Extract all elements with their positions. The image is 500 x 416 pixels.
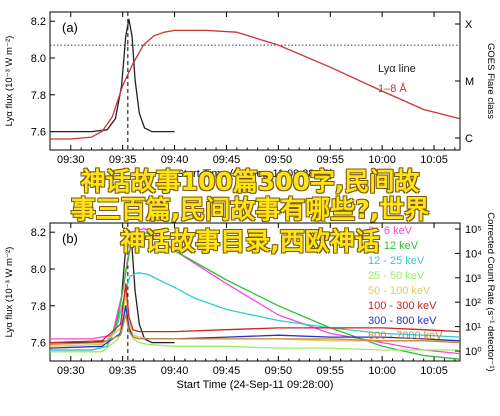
y-tick-label: 7.6 bbox=[31, 127, 46, 139]
overlay-text-line-3: 神话故事目录,西欧神话 bbox=[120, 227, 380, 256]
x-tick-label: 09:30 bbox=[57, 365, 85, 377]
y-tick-label: 7.8 bbox=[31, 90, 46, 102]
x-tick-label: 09:30 bbox=[57, 154, 85, 166]
right-tick-label: X bbox=[465, 19, 473, 31]
legend-entry: 3 - 6 keV bbox=[368, 225, 413, 237]
series-line-6 bbox=[49, 283, 461, 344]
x-tick-label: 09:50 bbox=[265, 365, 293, 377]
right-tick-label: M bbox=[465, 76, 474, 88]
plot-frame bbox=[49, 222, 461, 362]
x-tick-label: 09:55 bbox=[316, 365, 344, 377]
x-tick-label: 09:45 bbox=[213, 365, 241, 377]
x-tick-label: 09:50 bbox=[265, 154, 293, 166]
x-tick-label: 09:55 bbox=[316, 154, 344, 166]
legend-entry: 1–8 Å bbox=[378, 82, 407, 95]
panel-a: 09:30 09:35 09:40 09:45 09:50 09:55 10:00 10:05… bbox=[4, 11, 496, 180]
series-line-0 bbox=[50, 18, 175, 133]
y-tick-label: 7.6 bbox=[31, 338, 46, 350]
x-tick-label: 09:40 bbox=[161, 154, 189, 166]
overlay-text-line-2: 事三百篇,民间故事有哪些?,世界 bbox=[70, 195, 430, 224]
y-axis-label: Lyα flux (10⁻³ W m⁻²) bbox=[4, 247, 15, 338]
series-line-3 bbox=[50, 272, 461, 351]
legend-entry: 100 - 300 keV bbox=[368, 300, 437, 312]
x-tick-label: 09:35 bbox=[109, 154, 137, 166]
right-axis-label: GOES Flare class bbox=[485, 43, 496, 119]
legend-entry: 12 - 25 keV bbox=[368, 255, 425, 267]
plot-frame bbox=[49, 11, 461, 151]
y-tick-label: 8.2 bbox=[31, 16, 46, 28]
x-tick-label: 10:05 bbox=[420, 365, 448, 377]
panel-label: (a) bbox=[62, 20, 78, 35]
x-tick-label: 10:05 bbox=[420, 154, 448, 166]
panel-b: 09:30 09:35 09:40 09:45 09:50 09:55 10:00 10:05… bbox=[4, 212, 496, 391]
right-tick-label: 10² bbox=[465, 297, 481, 309]
x-tick-label: 09:45 bbox=[213, 154, 241, 166]
right-tick-label: 10¹ bbox=[465, 322, 481, 334]
series-line-1 bbox=[50, 29, 461, 140]
x-axis-label: Start Time (24-Sep-11 09:28:00) bbox=[177, 168, 334, 180]
y-tick-label: 8.0 bbox=[31, 53, 46, 65]
x-tick-label: 09:40 bbox=[161, 365, 189, 377]
right-tick-label: 10⁴ bbox=[465, 248, 482, 260]
legend-entry: Lyα line bbox=[378, 63, 416, 75]
series-line-8 bbox=[49, 314, 461, 346]
y-axis-label: Lyα flux (10⁻³ W m⁻²) bbox=[4, 36, 15, 127]
legend-entry: 50 - 100 keV bbox=[368, 285, 431, 297]
right-tick-label: 10⁰ bbox=[465, 346, 482, 358]
legend-entry: 25 - 50 keV bbox=[368, 270, 425, 282]
x-tick-label: 10:00 bbox=[368, 365, 396, 377]
right-tick-label: 10³ bbox=[465, 273, 481, 285]
panel-label: (b) bbox=[62, 231, 78, 246]
right-tick-label: C bbox=[465, 133, 473, 145]
x-axis-label: Start Time (24-Sep-11 09:28:00) bbox=[177, 379, 334, 391]
overlay-text-line-1: 神话故事100篇300字,民间故 bbox=[80, 167, 420, 196]
y-tick-label: 8.0 bbox=[31, 264, 46, 276]
y-tick-label: 7.8 bbox=[31, 301, 46, 313]
legend-entry: 800 - 7000 keV bbox=[368, 330, 443, 342]
x-tick-label: 10:00 bbox=[368, 154, 396, 166]
legend-entry: 300 - 800 keV bbox=[368, 315, 437, 327]
y-tick-label: 8.2 bbox=[31, 227, 46, 239]
legend-entry: 6 - 12 keV bbox=[368, 240, 419, 252]
right-tick-label: 10⁵ bbox=[465, 224, 482, 236]
right-axis-label: Corrected Count Rate (s⁻¹ detector⁻¹) bbox=[485, 212, 496, 371]
x-tick-label: 09:35 bbox=[109, 365, 137, 377]
